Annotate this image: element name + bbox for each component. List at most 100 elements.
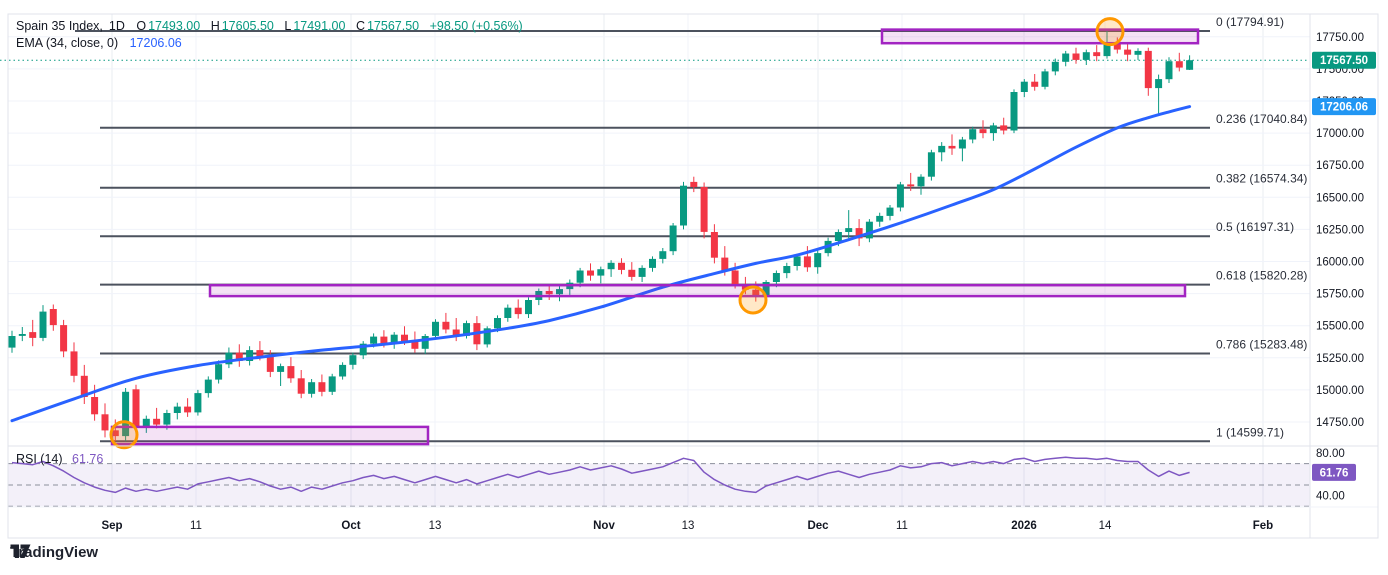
svg-text:40.00: 40.00 xyxy=(1316,491,1345,503)
svg-text:16750.00: 16750.00 xyxy=(1316,160,1364,172)
candle xyxy=(442,321,450,330)
svg-text:17206.06: 17206.06 xyxy=(1320,102,1368,114)
svg-text:15000.00: 15000.00 xyxy=(1316,385,1364,397)
tradingview-watermark[interactable]: TradingView xyxy=(10,544,98,561)
candle xyxy=(463,323,470,336)
candle xyxy=(1031,81,1039,87)
candle xyxy=(70,351,78,376)
candle xyxy=(845,228,853,232)
candle xyxy=(1093,52,1101,57)
svg-text:13: 13 xyxy=(682,520,695,532)
rsi-pane[interactable] xyxy=(8,456,1310,507)
svg-text:Oct: Oct xyxy=(341,520,360,532)
candle xyxy=(483,328,491,345)
fib-label-0.5: 0.5 (16197.31) xyxy=(1216,220,1294,234)
svg-text:15500.00: 15500.00 xyxy=(1316,321,1364,333)
candle xyxy=(628,269,636,277)
candle xyxy=(1165,61,1173,80)
candle xyxy=(194,393,202,413)
close-value: 17567.50 xyxy=(366,19,420,33)
candle xyxy=(1134,50,1142,55)
candle xyxy=(1010,92,1018,131)
candle xyxy=(122,391,130,437)
candle xyxy=(793,256,801,266)
candle xyxy=(752,289,760,297)
rsi-legend[interactable]: RSI (14) 61.76 xyxy=(16,452,105,466)
candle xyxy=(432,321,439,336)
svg-text:13: 13 xyxy=(429,520,442,532)
svg-text:16500.00: 16500.00 xyxy=(1316,192,1364,204)
candle xyxy=(339,364,347,377)
svg-text:Sep: Sep xyxy=(101,520,122,532)
candle xyxy=(111,430,119,437)
time-axis[interactable]: Sep 11 Oct 13 Nov 13 Dec 11 2026 14 Feb xyxy=(8,506,1378,532)
candle xyxy=(669,225,677,252)
candle xyxy=(907,184,915,187)
highlight-circle-0 xyxy=(109,420,139,450)
fib-retracement[interactable]: 0 (17794.91) 0.236 (17040.84) 0.382 (16574… xyxy=(75,15,1307,443)
candle xyxy=(49,309,57,326)
candle xyxy=(287,366,295,379)
price-axis[interactable]: 17750.0017500.0017250.0017000.0016750.00… xyxy=(1309,14,1376,538)
candle xyxy=(659,251,667,259)
candle xyxy=(39,311,47,338)
candle xyxy=(452,329,460,336)
candle xyxy=(297,378,305,394)
fib-label-0.618: 0.618 (15820.28) xyxy=(1216,269,1307,283)
fib-label-0.786: 0.786 (15283.48) xyxy=(1216,338,1307,352)
candle xyxy=(938,145,946,153)
candle xyxy=(741,284,749,290)
candle xyxy=(318,382,326,392)
svg-text:17567.50: 17567.50 xyxy=(1320,55,1368,67)
svg-text:61.76: 61.76 xyxy=(1320,467,1349,479)
highlight-circles[interactable] xyxy=(109,17,1125,450)
open-value: 17493.00 xyxy=(148,19,201,33)
ema-legend[interactable]: EMA (34, close, 0) 17206.06 xyxy=(16,36,184,50)
svg-text:Dec: Dec xyxy=(807,520,829,532)
candle xyxy=(80,375,88,397)
svg-text:14750.00: 14750.00 xyxy=(1316,417,1364,429)
candle xyxy=(886,207,894,216)
candle xyxy=(1000,125,1008,131)
candle xyxy=(359,343,367,356)
candle xyxy=(308,382,316,394)
candle xyxy=(927,152,935,177)
timeframe-label[interactable]: 1D xyxy=(108,19,125,33)
candle xyxy=(277,366,285,372)
candle xyxy=(225,352,233,365)
candle xyxy=(1051,61,1059,72)
fib-label-0.382: 0.382 (16574.34) xyxy=(1216,172,1307,186)
candle xyxy=(494,318,501,329)
candle xyxy=(597,269,605,276)
candle xyxy=(370,336,378,344)
candle xyxy=(1113,43,1121,50)
candle xyxy=(91,397,99,415)
candle xyxy=(18,334,26,336)
rsi-price-badge: 61.76 xyxy=(1312,463,1356,481)
candle xyxy=(256,350,264,357)
candle xyxy=(896,184,904,208)
svg-text:15750.00: 15750.00 xyxy=(1316,289,1364,301)
svg-text:11: 11 xyxy=(190,520,202,532)
candle xyxy=(638,267,646,277)
candle xyxy=(979,129,987,134)
zone-rect-2 xyxy=(880,28,1200,45)
svg-text:17750.00: 17750.00 xyxy=(1316,32,1364,44)
ema-line[interactable] xyxy=(10,105,1192,423)
candle xyxy=(1020,81,1028,92)
candle xyxy=(1062,53,1070,62)
candle xyxy=(328,376,336,392)
rsi-value: 61.76 xyxy=(72,452,104,466)
candle xyxy=(969,129,977,140)
high-value: 17605.50 xyxy=(221,19,274,33)
candle xyxy=(246,350,254,361)
candle xyxy=(783,266,791,274)
candles xyxy=(8,31,1194,442)
candle xyxy=(60,325,68,352)
candle xyxy=(1072,53,1080,60)
candle xyxy=(710,232,718,258)
fib-label-0: 0 (17794.91) xyxy=(1216,15,1284,29)
candle xyxy=(266,356,274,372)
